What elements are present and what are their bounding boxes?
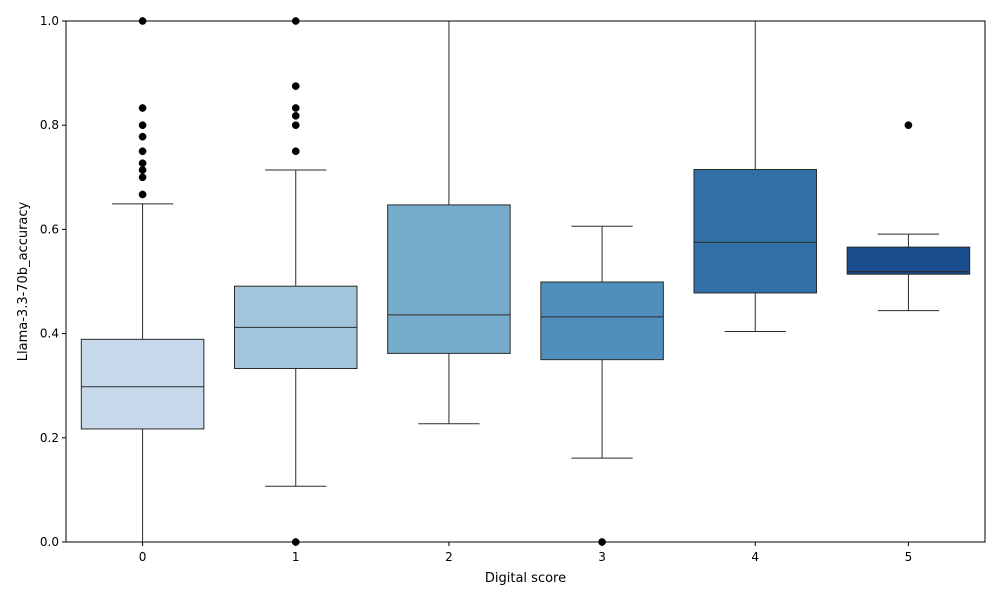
y-tick-label: 0.8: [40, 118, 59, 132]
y-axis-label: Llama-3.3-70b_accuracy: [16, 201, 31, 361]
box-iqr: [693, 168, 818, 294]
box-iqr: [540, 281, 664, 361]
outlier-point: [291, 82, 300, 90]
outlier-point: [904, 121, 913, 130]
ticks-layer: 0.0 0.2 0.4 0.6 0.8 1.0 0 1 2 3 4 5: [40, 14, 912, 564]
box-group-2: [387, 20, 511, 425]
y-tick-label: 1.0: [40, 14, 59, 28]
boxes-layer: [80, 17, 971, 546]
outlier-point: [138, 166, 147, 174]
box-group-1: [233, 17, 358, 546]
outlier-point: [138, 173, 147, 182]
outlier-point: [138, 132, 147, 141]
box-group-4: [693, 20, 818, 333]
x-tick-label: 0: [139, 550, 147, 564]
outlier-point: [138, 190, 147, 199]
outlier-point: [138, 159, 147, 168]
box-group-5: [846, 121, 971, 312]
box-iqr: [846, 246, 971, 275]
y-tick-label: 0.0: [40, 535, 59, 549]
x-tick-label: 5: [905, 550, 913, 564]
x-axis-label: Digital score: [485, 571, 566, 586]
x-tick-label: 4: [751, 550, 759, 564]
y-tick-label: 0.6: [40, 222, 59, 236]
x-tick-label: 3: [598, 550, 606, 564]
y-tick-label: 0.2: [40, 431, 59, 445]
x-tick-label: 1: [292, 550, 300, 564]
x-tick-label: 2: [445, 550, 453, 564]
plot-frame: [65, 20, 986, 543]
outlier-point: [291, 104, 300, 112]
outlier-point: [291, 147, 300, 156]
box-group-3: [540, 225, 664, 546]
box-iqr: [387, 204, 511, 354]
y-tick-label: 0.4: [40, 327, 59, 341]
outlier-point: [291, 111, 300, 120]
outlier-point: [138, 121, 147, 130]
outlier-point: [138, 104, 147, 112]
box-group-0: [80, 17, 205, 543]
outlier-point: [291, 121, 300, 130]
box-iqr: [80, 338, 205, 430]
outlier-point: [138, 147, 147, 156]
